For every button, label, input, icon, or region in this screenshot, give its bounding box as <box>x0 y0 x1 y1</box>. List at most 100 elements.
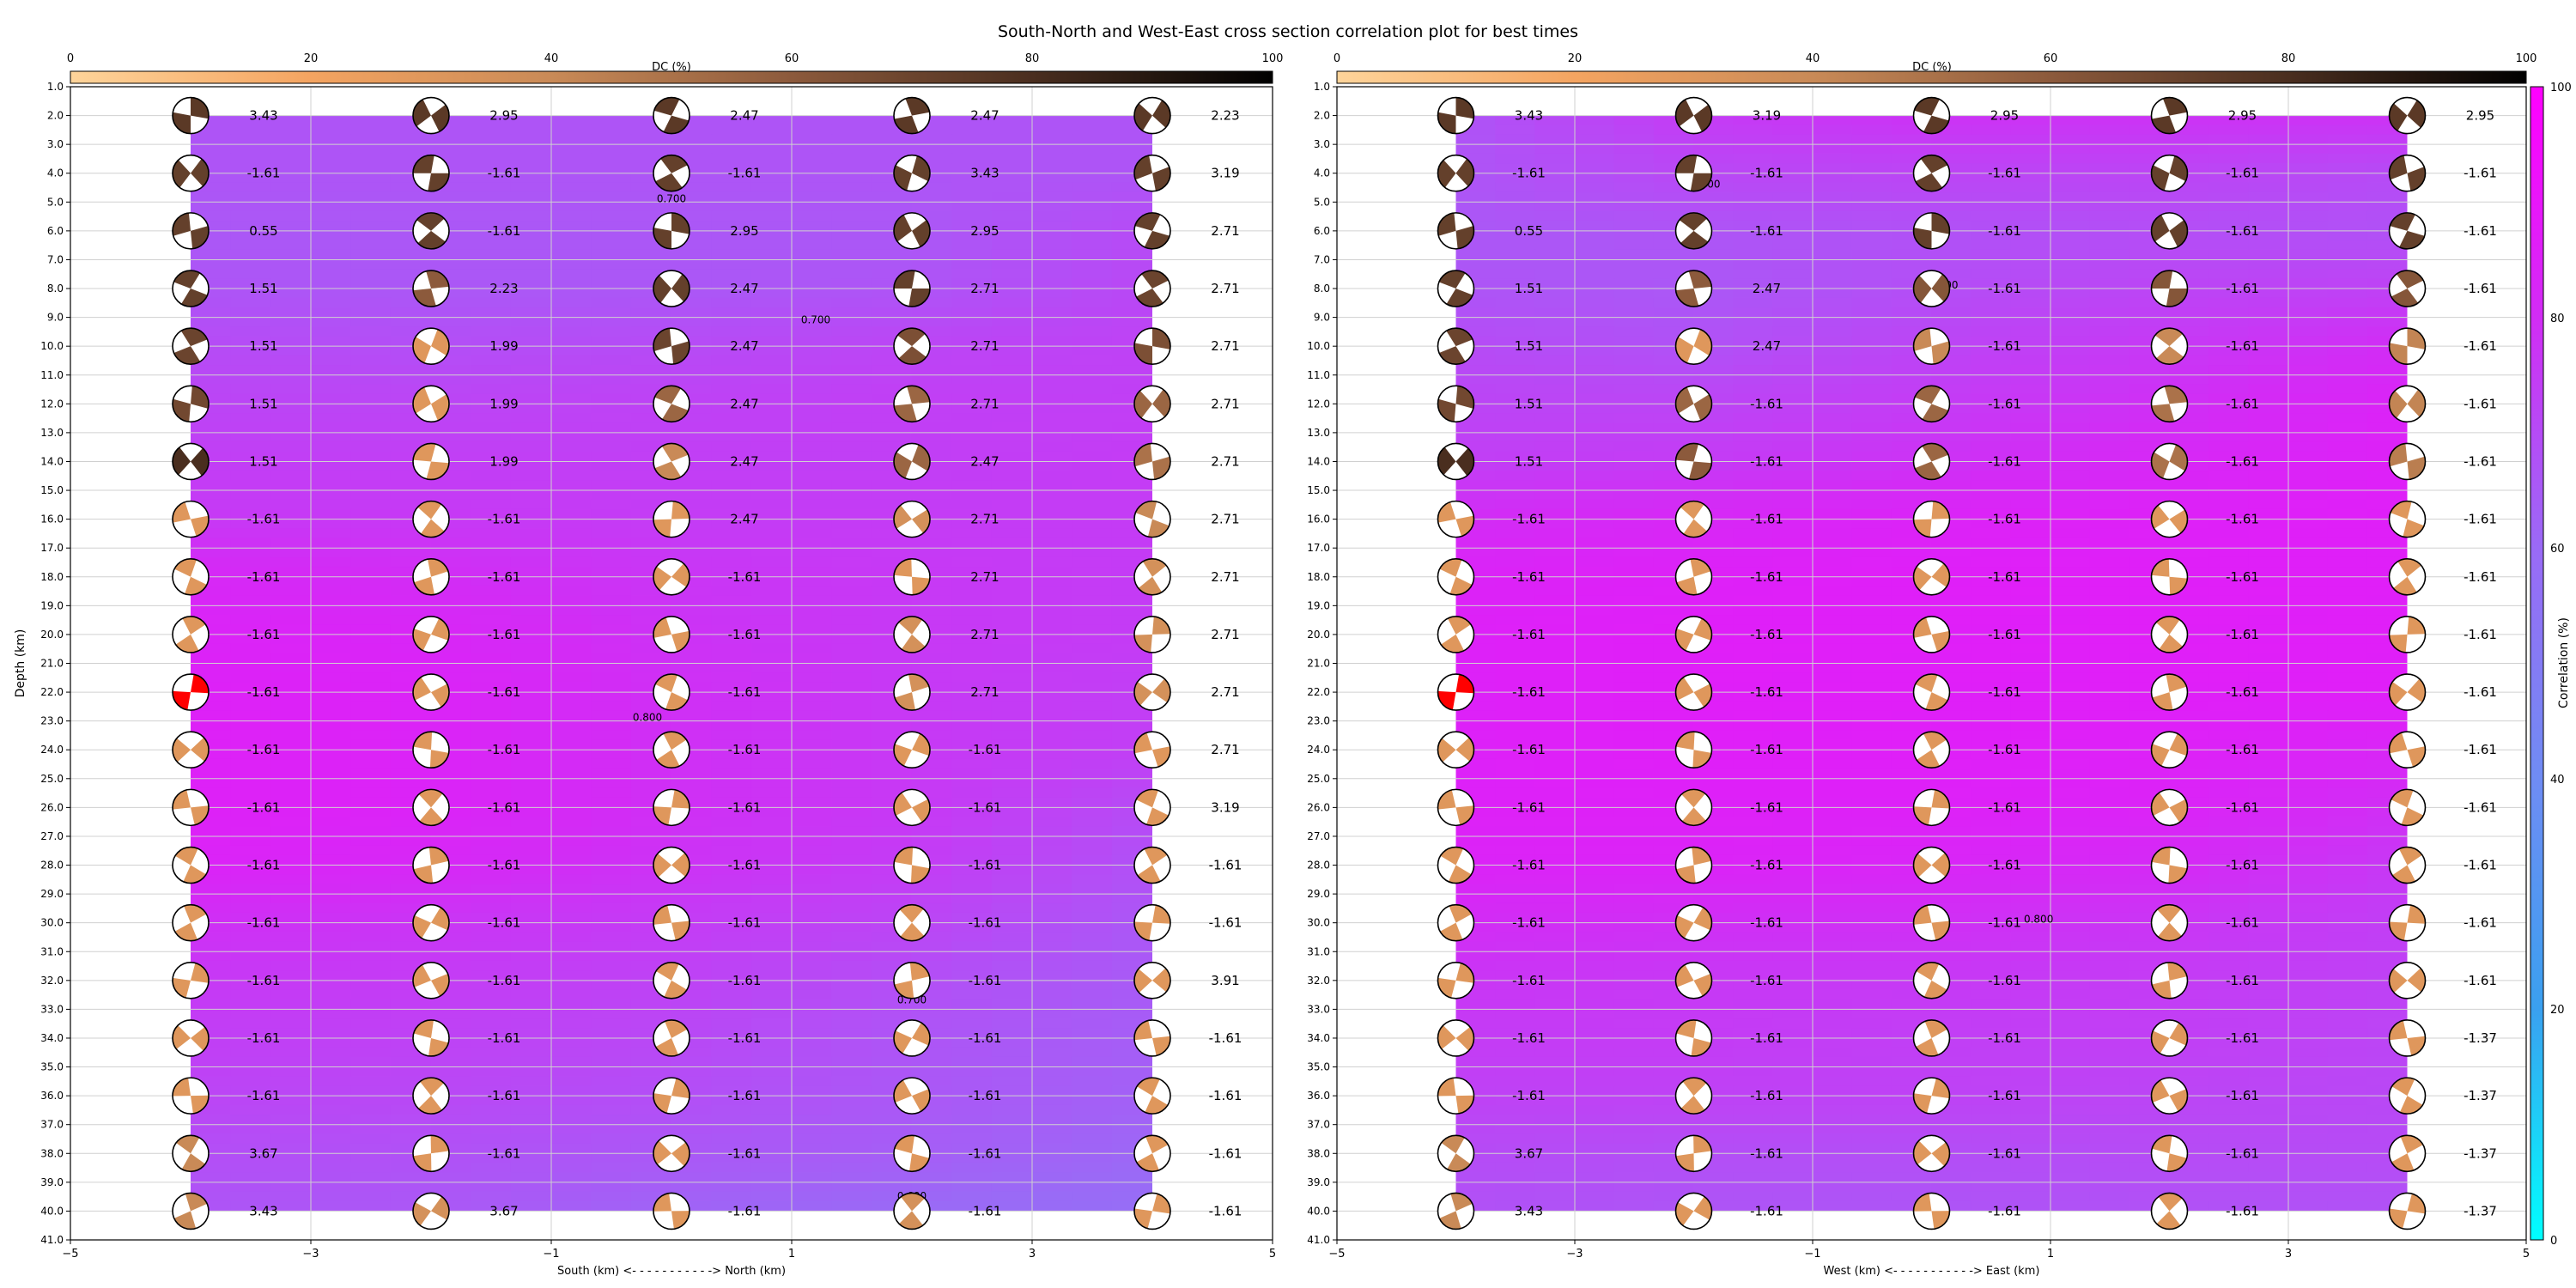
heatmap-cell <box>951 615 993 626</box>
heatmap-cell <box>2089 663 2130 674</box>
heatmap-cell <box>951 845 993 856</box>
heatmap-cell <box>991 576 1033 587</box>
beachball-quadrant <box>431 104 450 132</box>
heatmap-cell <box>951 528 993 539</box>
heatmap-cell <box>750 1095 793 1106</box>
heatmap-cell <box>1534 384 1576 395</box>
heatmap-cell <box>350 710 392 722</box>
heatmap-cell <box>1574 163 1615 174</box>
beachball-quadrant <box>655 1037 678 1056</box>
beachball-outline <box>412 1134 450 1173</box>
beachball <box>1133 1019 1171 1057</box>
heatmap-cell <box>471 1115 512 1126</box>
heatmap-cell <box>2169 134 2210 145</box>
heatmap-cell <box>1613 173 1655 184</box>
heatmap-cell <box>991 1047 1033 1058</box>
heatmap-cell <box>270 806 312 818</box>
heatmap-cell <box>951 1066 993 1078</box>
heatmap-cell <box>711 932 752 943</box>
heatmap-cell <box>1891 422 1932 434</box>
beachball-quadrant <box>173 270 200 289</box>
heatmap-cell <box>750 508 793 520</box>
heatmap-cell <box>270 845 312 856</box>
heatmap-cell <box>991 1124 1033 1135</box>
heatmap-cell <box>350 134 392 145</box>
heatmap-cell <box>230 1076 271 1087</box>
heatmap-cell <box>2327 143 2368 155</box>
time-label: -1.61 <box>488 858 521 873</box>
heatmap-cell <box>630 489 672 501</box>
heatmap-cell <box>310 1104 352 1116</box>
heatmap-cell <box>270 1056 312 1068</box>
beachball <box>893 731 931 769</box>
heatmap-cell <box>671 605 713 617</box>
heatmap-cell <box>230 1182 271 1193</box>
heatmap-cell <box>510 865 552 876</box>
heatmap-cell <box>430 710 472 722</box>
heatmap-cell <box>1613 586 1655 597</box>
heatmap-cell <box>2327 499 2368 510</box>
heatmap-cell <box>711 999 752 1010</box>
heatmap-cell <box>2327 432 2368 443</box>
heatmap-cell <box>591 317 632 328</box>
heatmap-cell <box>711 586 752 597</box>
heatmap-cell <box>1455 595 1497 606</box>
heatmap-cell <box>711 739 752 750</box>
heatmap-cell <box>831 471 872 482</box>
heatmap-cell <box>350 778 392 789</box>
heatmap-cell <box>1891 432 1932 443</box>
heatmap-cell <box>310 441 352 453</box>
heatmap-cell <box>310 1085 352 1097</box>
heatmap-cell <box>1534 326 1576 337</box>
heatmap-cell <box>591 932 632 943</box>
heatmap-cell <box>230 221 271 232</box>
heatmap-cell <box>831 258 872 270</box>
heatmap-cell <box>1772 336 1814 347</box>
heatmap-cell <box>791 605 833 617</box>
heatmap-cell <box>1733 471 1774 482</box>
x-tick-label: −5 <box>62 1248 78 1261</box>
heatmap-cell <box>550 1104 592 1116</box>
heatmap-cell <box>750 951 793 962</box>
heatmap-cell <box>2089 653 2130 664</box>
heatmap-cell <box>230 538 271 549</box>
heatmap-cell <box>270 884 312 895</box>
heatmap-cell <box>310 769 352 780</box>
heatmap-cell <box>2050 173 2091 184</box>
heatmap-cell <box>831 932 872 943</box>
heatmap-cell <box>230 624 271 635</box>
heatmap-cell <box>2208 269 2250 280</box>
heatmap-cell <box>310 1037 352 1048</box>
heatmap-cell <box>1931 595 1972 606</box>
heatmap-cell <box>671 115 713 126</box>
heatmap-cell <box>951 1115 993 1126</box>
heatmap-cell <box>2129 143 2170 155</box>
heatmap-cell <box>750 1018 793 1030</box>
heatmap-cell <box>951 210 993 222</box>
heatmap-cell <box>2010 230 2051 241</box>
heatmap-cell <box>2129 249 2170 260</box>
heatmap-cell <box>1534 615 1576 626</box>
heatmap-cell <box>951 451 993 462</box>
heatmap-cell <box>591 249 632 260</box>
heatmap-cell <box>991 182 1033 193</box>
heatmap-cell <box>1072 932 1113 943</box>
heatmap-cell <box>1772 519 1814 530</box>
heatmap-cell <box>2248 403 2289 415</box>
heatmap-cell <box>2287 345 2329 356</box>
heatmap-cell <box>951 874 993 885</box>
heatmap-cell <box>310 288 352 299</box>
heatmap-cell <box>471 912 512 924</box>
heatmap-cell <box>1111 835 1152 847</box>
heatmap-cell <box>1574 739 1615 750</box>
heatmap-cell <box>911 893 953 904</box>
heatmap-cell <box>831 874 872 885</box>
heatmap-cell <box>1733 288 1774 299</box>
heatmap-cell <box>471 153 512 165</box>
beachball <box>172 96 210 135</box>
heatmap-cell <box>2010 441 2051 453</box>
heatmap-cell <box>2089 471 2130 482</box>
heatmap-cell <box>191 720 232 732</box>
y-tick-label: 18.0 <box>40 571 64 583</box>
heatmap-cell <box>2287 326 2329 337</box>
